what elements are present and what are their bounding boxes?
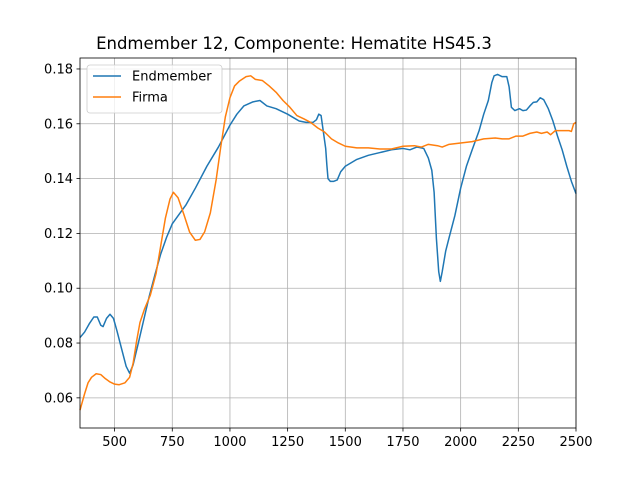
y-tick-label: 0.08: [44, 337, 73, 352]
y-tick-label: 0.10: [44, 282, 73, 297]
x-tick-label: 1500: [329, 435, 362, 450]
y-tick-label: 0.18: [44, 62, 73, 77]
series-line-endmember: [79, 73, 577, 374]
legend-box: [86, 64, 223, 114]
legend: Endmember Firma: [86, 64, 223, 114]
y-tick-label: 0.12: [44, 227, 73, 242]
legend-label-endmember: Endmember: [132, 70, 212, 85]
x-axis: 500 750 1000 1250 1500 1750 2000 2250 2500: [102, 428, 593, 450]
legend-label-firma: Firma: [132, 91, 168, 106]
x-tick-label: 1000: [213, 435, 246, 450]
x-tick-label: 500: [102, 435, 127, 450]
y-tick-label: 0.06: [44, 391, 73, 406]
x-tick-label: 750: [160, 435, 185, 450]
y-tick-label: 0.14: [44, 172, 73, 187]
x-tick-label: 1750: [386, 435, 419, 450]
x-tick-label: 2250: [502, 435, 535, 450]
y-axis: 0.06 0.08 0.10 0.12 0.14 0.16 0.18: [44, 62, 80, 406]
x-tick-label: 1250: [271, 435, 304, 450]
x-tick-label: 2000: [444, 435, 477, 450]
y-tick-label: 0.16: [44, 117, 73, 132]
plot-frame: [79, 57, 577, 429]
chart-title: Endmember 12, Componente: Hematite HS45.…: [96, 34, 492, 53]
series-line-firma: [79, 75, 577, 411]
series-layer: [79, 73, 577, 411]
x-tick-label: 2500: [559, 435, 592, 450]
